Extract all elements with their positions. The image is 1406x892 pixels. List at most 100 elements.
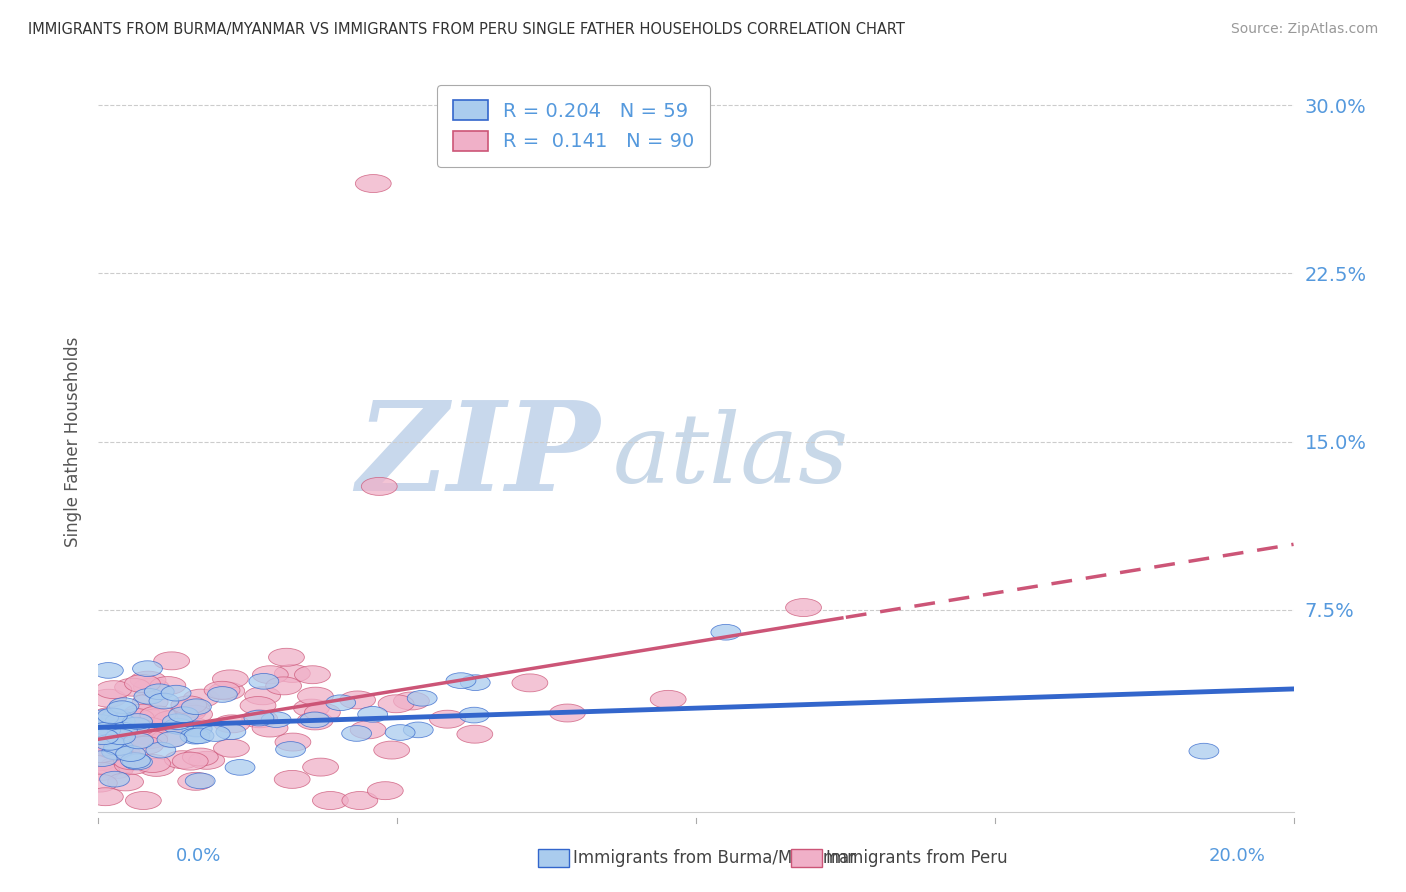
Ellipse shape (174, 699, 209, 717)
Text: 20.0%: 20.0% (1209, 847, 1265, 865)
Ellipse shape (110, 698, 139, 714)
Ellipse shape (82, 774, 117, 792)
Ellipse shape (128, 737, 163, 755)
Ellipse shape (121, 753, 150, 768)
Ellipse shape (429, 710, 465, 728)
Ellipse shape (153, 652, 190, 670)
Ellipse shape (186, 773, 215, 789)
Ellipse shape (90, 690, 127, 707)
Ellipse shape (460, 707, 489, 723)
Text: Source: ZipAtlas.com: Source: ZipAtlas.com (1230, 22, 1378, 37)
Ellipse shape (276, 733, 311, 751)
Ellipse shape (177, 772, 214, 790)
Ellipse shape (786, 599, 821, 616)
Ellipse shape (97, 761, 134, 779)
Ellipse shape (114, 752, 149, 770)
Ellipse shape (183, 690, 219, 707)
Ellipse shape (82, 753, 117, 771)
Ellipse shape (104, 742, 139, 760)
Ellipse shape (132, 726, 169, 744)
Ellipse shape (212, 670, 249, 688)
Ellipse shape (132, 661, 163, 676)
Ellipse shape (121, 717, 150, 733)
Ellipse shape (107, 723, 138, 738)
Ellipse shape (460, 674, 491, 690)
Text: ZIP: ZIP (357, 395, 600, 517)
Ellipse shape (457, 725, 492, 743)
Ellipse shape (367, 781, 404, 799)
Ellipse shape (249, 673, 278, 690)
Ellipse shape (174, 717, 211, 736)
Ellipse shape (650, 690, 686, 708)
Ellipse shape (91, 723, 121, 738)
Ellipse shape (96, 735, 131, 753)
Ellipse shape (214, 739, 249, 757)
Ellipse shape (122, 711, 157, 729)
Ellipse shape (298, 687, 333, 705)
Ellipse shape (165, 751, 201, 769)
Ellipse shape (183, 721, 212, 737)
Ellipse shape (299, 712, 329, 728)
Ellipse shape (125, 674, 160, 692)
Ellipse shape (253, 665, 288, 683)
Ellipse shape (100, 772, 129, 787)
Ellipse shape (162, 685, 191, 701)
Ellipse shape (385, 724, 415, 740)
Ellipse shape (276, 741, 305, 757)
Legend: R = 0.204   N = 59, R =  0.141   N = 90: R = 0.204 N = 59, R = 0.141 N = 90 (437, 85, 710, 167)
Ellipse shape (135, 755, 170, 772)
Ellipse shape (163, 714, 193, 730)
Ellipse shape (404, 722, 433, 738)
Ellipse shape (342, 791, 378, 809)
Ellipse shape (172, 696, 207, 714)
Ellipse shape (188, 751, 225, 769)
Ellipse shape (87, 788, 124, 805)
Ellipse shape (97, 741, 134, 759)
Ellipse shape (446, 673, 475, 689)
Ellipse shape (374, 741, 409, 759)
Ellipse shape (550, 704, 585, 722)
Ellipse shape (145, 715, 181, 733)
Ellipse shape (173, 752, 208, 770)
Ellipse shape (93, 663, 124, 678)
Ellipse shape (512, 673, 548, 692)
Text: Immigrants from Burma/Myanmar: Immigrants from Burma/Myanmar (574, 849, 856, 867)
Ellipse shape (97, 730, 132, 747)
Ellipse shape (269, 648, 304, 666)
Ellipse shape (91, 708, 127, 726)
Ellipse shape (240, 697, 276, 714)
Ellipse shape (87, 751, 117, 766)
Ellipse shape (108, 773, 143, 791)
Ellipse shape (146, 742, 176, 758)
Ellipse shape (252, 719, 288, 737)
Ellipse shape (105, 719, 135, 735)
Ellipse shape (139, 709, 174, 727)
Ellipse shape (94, 734, 124, 750)
Ellipse shape (208, 687, 238, 702)
Ellipse shape (274, 771, 311, 789)
Ellipse shape (131, 717, 167, 735)
Ellipse shape (90, 711, 127, 729)
Ellipse shape (181, 699, 211, 714)
Ellipse shape (181, 722, 211, 737)
Ellipse shape (225, 759, 254, 775)
Ellipse shape (357, 706, 388, 723)
Ellipse shape (294, 699, 329, 717)
Ellipse shape (125, 791, 162, 809)
Ellipse shape (100, 756, 136, 774)
Ellipse shape (89, 710, 118, 725)
Ellipse shape (305, 704, 340, 722)
Ellipse shape (245, 687, 281, 705)
Ellipse shape (163, 718, 194, 734)
Ellipse shape (134, 689, 165, 704)
Ellipse shape (245, 710, 274, 726)
Ellipse shape (96, 681, 132, 698)
Ellipse shape (131, 671, 166, 690)
Ellipse shape (297, 712, 333, 730)
Ellipse shape (134, 678, 169, 696)
Text: Immigrants from Peru: Immigrants from Peru (827, 849, 1008, 867)
Ellipse shape (84, 763, 120, 780)
Ellipse shape (105, 714, 135, 729)
Ellipse shape (115, 678, 150, 696)
Ellipse shape (97, 708, 128, 723)
